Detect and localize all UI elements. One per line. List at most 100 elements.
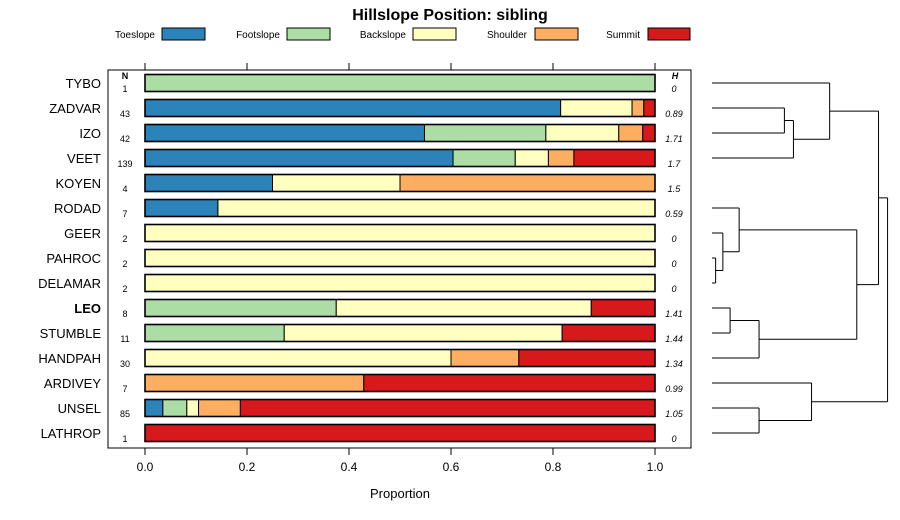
- h-value: 0.59: [665, 209, 683, 219]
- dendrogram: [712, 82, 889, 434]
- bar-outline: [144, 373, 656, 393]
- n-value: 42: [120, 134, 130, 144]
- row-label-tybo: TYBO: [66, 76, 101, 91]
- x-tick-label: 0.2: [239, 460, 256, 474]
- bar-stumble-summit: [561, 324, 656, 342]
- row-label-geer: GEER: [64, 226, 101, 241]
- bar-izo-toeslope: [144, 124, 425, 142]
- bar-outline: [144, 248, 656, 268]
- bar-veet-shoulder: [547, 149, 575, 167]
- n-value: 2: [122, 284, 127, 294]
- bar-ardivey-summit: [363, 374, 656, 392]
- bar-outline: [144, 123, 656, 143]
- n-column-header: N: [122, 71, 129, 81]
- row-labels: TYBO 1 0 ZADVAR 43 0.89 IZO 42 1.71 VEET 139 1.7 KOY…: [38, 76, 684, 444]
- h-value: 0: [671, 234, 676, 244]
- row-label-pahroc: PAHROC: [46, 251, 101, 266]
- n-value: 2: [122, 259, 127, 269]
- bar-outline: [144, 323, 656, 343]
- bar-lathrop-summit: [144, 424, 656, 442]
- row-label-stumble: STUMBLE: [40, 326, 102, 341]
- h-value: 0.89: [665, 109, 683, 119]
- row-label-izo: IZO: [79, 126, 101, 141]
- h-value: 1.71: [665, 134, 683, 144]
- x-axis-ticks: 0.0 0.2 0.4 0.6 0.8 1.0: [137, 63, 664, 474]
- legend-label-backslope: Backslope: [360, 30, 407, 41]
- h-value: 0: [671, 259, 676, 269]
- bar-stumble-backslope: [283, 324, 563, 342]
- n-value: 139: [117, 159, 132, 169]
- bar-outline: [144, 73, 656, 93]
- legend-swatch-summit: [647, 27, 691, 41]
- bar-ardivey-shoulder: [144, 374, 365, 392]
- x-tick-label: 1.0: [647, 460, 664, 474]
- legend-label-toeslope: Toeslope: [115, 30, 155, 41]
- row-label-veet: VEET: [67, 151, 101, 166]
- bar-izo-footslope: [423, 124, 547, 142]
- row-label-delamar: DELAMAR: [38, 276, 101, 291]
- legend-label-footslope: Footslope: [236, 30, 280, 41]
- h-value: 1.05: [665, 409, 684, 419]
- bar-outline: [144, 348, 656, 368]
- row-label-koyen: KOYEN: [55, 176, 101, 191]
- bar-outline: [144, 148, 656, 168]
- bar-leo-footslope: [144, 299, 337, 317]
- bar-veet-toeslope: [144, 149, 454, 167]
- legend: Toeslope Footslope Backslope Shoulder Su…: [115, 27, 691, 41]
- bar-stumble-footslope: [144, 324, 285, 342]
- bar-koyen-shoulder: [399, 174, 656, 192]
- h-value: 1.7: [668, 159, 682, 169]
- bar-veet-summit: [573, 149, 656, 167]
- row-label-leo: LEO: [74, 301, 101, 316]
- legend-swatch-footslope: [286, 27, 331, 41]
- bar-outline: [144, 398, 656, 418]
- bar-unsel-toeslope: [144, 399, 164, 417]
- h-value: 0: [671, 434, 676, 444]
- bar-pahroc-backslope: [144, 249, 656, 267]
- bar-unsel-footslope: [162, 399, 188, 417]
- row-label-zadvar: ZADVAR: [49, 101, 101, 116]
- bar-geer-backslope: [144, 224, 656, 242]
- bar-outline: [144, 423, 656, 443]
- n-value: 43: [120, 109, 130, 119]
- bar-handpah-summit: [518, 349, 656, 367]
- h-value: 1.41: [665, 309, 683, 319]
- bar-outline: [144, 198, 656, 218]
- row-label-handpah: HANDPAH: [38, 351, 101, 366]
- bar-izo-summit: [642, 124, 656, 142]
- x-tick-label: 0.6: [443, 460, 460, 474]
- bar-veet-backslope: [514, 149, 549, 167]
- bar-tybo-footslope: [144, 74, 656, 92]
- bar-veet-footslope: [452, 149, 516, 167]
- x-axis-label: Proportion: [370, 486, 430, 501]
- bar-zadvar-summit: [643, 99, 656, 117]
- h-value: 1.44: [665, 334, 683, 344]
- n-value: 1: [122, 84, 127, 94]
- bar-izo-backslope: [545, 124, 620, 142]
- legend-swatch-backslope: [412, 27, 457, 41]
- bar-outline: [144, 173, 656, 193]
- bar-leo-backslope: [335, 299, 592, 317]
- bar-koyen-toeslope: [144, 174, 273, 192]
- n-value: 7: [122, 209, 127, 219]
- h-value: 0: [671, 84, 676, 94]
- x-tick-label: 0.8: [545, 460, 562, 474]
- legend-swatch-toeslope: [161, 27, 206, 41]
- bar-izo-shoulder: [618, 124, 644, 142]
- bar-koyen-backslope: [272, 174, 401, 192]
- legend-label-summit: Summit: [606, 30, 640, 41]
- bar-zadvar-backslope: [560, 99, 633, 117]
- n-value: 11: [120, 334, 129, 344]
- bar-handpah-backslope: [144, 349, 452, 367]
- bar-rodad-toeslope: [144, 199, 219, 217]
- n-value: 8: [122, 309, 127, 319]
- bar-unsel-backslope: [186, 399, 200, 417]
- h-value: 1.34: [665, 359, 683, 369]
- bar-outline: [144, 223, 656, 243]
- row-label-ardivey: ARDIVEY: [44, 376, 101, 391]
- h-value: 0: [671, 284, 676, 294]
- bar-zadvar-shoulder: [631, 99, 645, 117]
- h-column-header: H: [672, 71, 679, 81]
- plot-frame: [107, 69, 692, 449]
- chart-title: Hillslope Position: sibling: [352, 7, 548, 24]
